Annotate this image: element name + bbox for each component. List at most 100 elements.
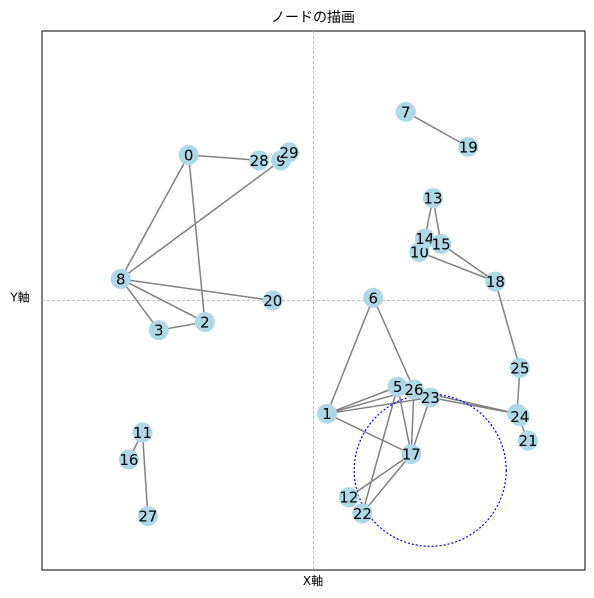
node-marker [110,268,131,289]
node-label: 7 [401,103,411,121]
node-label: 24 [510,408,529,426]
edge-6-26 [372,297,415,390]
edge-11-27 [141,432,149,517]
node-label: 29 [280,144,299,162]
node-label: 1 [322,405,332,423]
node-29: 29 [279,142,300,163]
node-marker [194,312,215,333]
node-label: 9 [276,152,286,170]
edge-8-20 [120,278,273,302]
node-label: 6 [368,289,378,307]
node-label: 5 [393,378,403,396]
node-marker [363,287,384,308]
node-23: 23 [420,387,441,408]
edge-1-5 [326,386,398,415]
edge-7-19 [405,111,469,148]
node-marker [395,101,416,122]
node-label: 18 [486,273,505,291]
crosshair-lines [42,31,585,570]
edge-8-2 [120,278,206,323]
node-label: 2 [200,314,210,332]
node-18: 18 [485,271,506,292]
node-label: 14 [415,230,434,248]
node-1: 1 [317,403,338,424]
node-marker [148,320,169,341]
edge-1-17 [326,413,412,455]
node-marker [414,228,435,249]
edge-15-18 [440,243,496,283]
edge-6-1 [326,297,374,414]
edge-18-25 [494,281,521,369]
node-marker [458,136,479,157]
node-label: 26 [404,381,423,399]
edge-26-17 [410,389,415,455]
node-21: 21 [517,430,538,451]
node-5: 5 [387,376,408,397]
node-2: 2 [194,312,215,333]
node-marker [485,271,506,292]
node-7: 7 [395,101,416,122]
edge-0-8 [120,154,190,280]
node-marker [279,142,300,163]
node-label: 17 [402,446,421,464]
node-label: 20 [263,292,282,310]
node-15: 15 [431,233,452,254]
node-label: 0 [184,146,194,164]
node-28: 28 [249,150,270,171]
node-label: 22 [353,505,372,523]
edge-17-22 [361,453,412,514]
node-marker [132,422,153,443]
x-axis-label: X軸 [303,574,323,588]
node-marker [352,503,373,524]
edge-8-3 [120,278,160,331]
node-layer: 0123456789101112131415161718192021222324… [110,101,538,527]
node-marker [517,430,538,451]
node-marker [403,379,424,400]
node-marker [249,150,270,171]
node-label: 16 [119,451,138,469]
node-marker [118,449,139,470]
node-12: 12 [338,487,359,508]
node-3: 3 [148,320,169,341]
node-8: 8 [110,268,131,289]
node-16: 16 [118,449,139,470]
node-label: 28 [250,152,269,170]
node-marker [137,506,158,527]
edge-0-28 [188,154,260,162]
node-27: 27 [137,506,158,527]
node-marker [178,144,199,165]
node-label: 19 [459,138,478,156]
node-label: 12 [339,489,358,507]
node-22: 22 [352,503,373,524]
node-11: 11 [132,422,153,443]
node-marker [338,487,359,508]
node-marker [262,290,283,311]
chart-title: ノードの描画 [271,10,355,26]
node-marker [431,233,452,254]
node-0: 0 [178,144,199,165]
node-13: 13 [422,188,443,209]
node-marker [401,444,422,465]
node-label: 27 [138,508,157,526]
node-label: 8 [116,270,126,288]
edge-5-17 [396,386,412,455]
node-marker [509,406,530,427]
node-marker [420,387,441,408]
node-17: 17 [401,444,422,465]
edge-0-2 [187,154,206,323]
node-26: 26 [403,379,424,400]
node-20: 20 [262,290,283,311]
edge-10-18 [419,251,496,283]
node-19: 19 [458,136,479,157]
edge-17-12 [348,453,412,498]
node-25: 25 [509,357,530,378]
node-24: 24 [509,406,530,427]
edge-8-9 [120,159,282,280]
node-marker [387,376,408,397]
node-marker [317,403,338,424]
node-label: 23 [421,389,440,407]
node-14: 14 [414,228,435,249]
y-axis-label: Y軸 [9,291,29,305]
node-label: 13 [423,190,442,208]
